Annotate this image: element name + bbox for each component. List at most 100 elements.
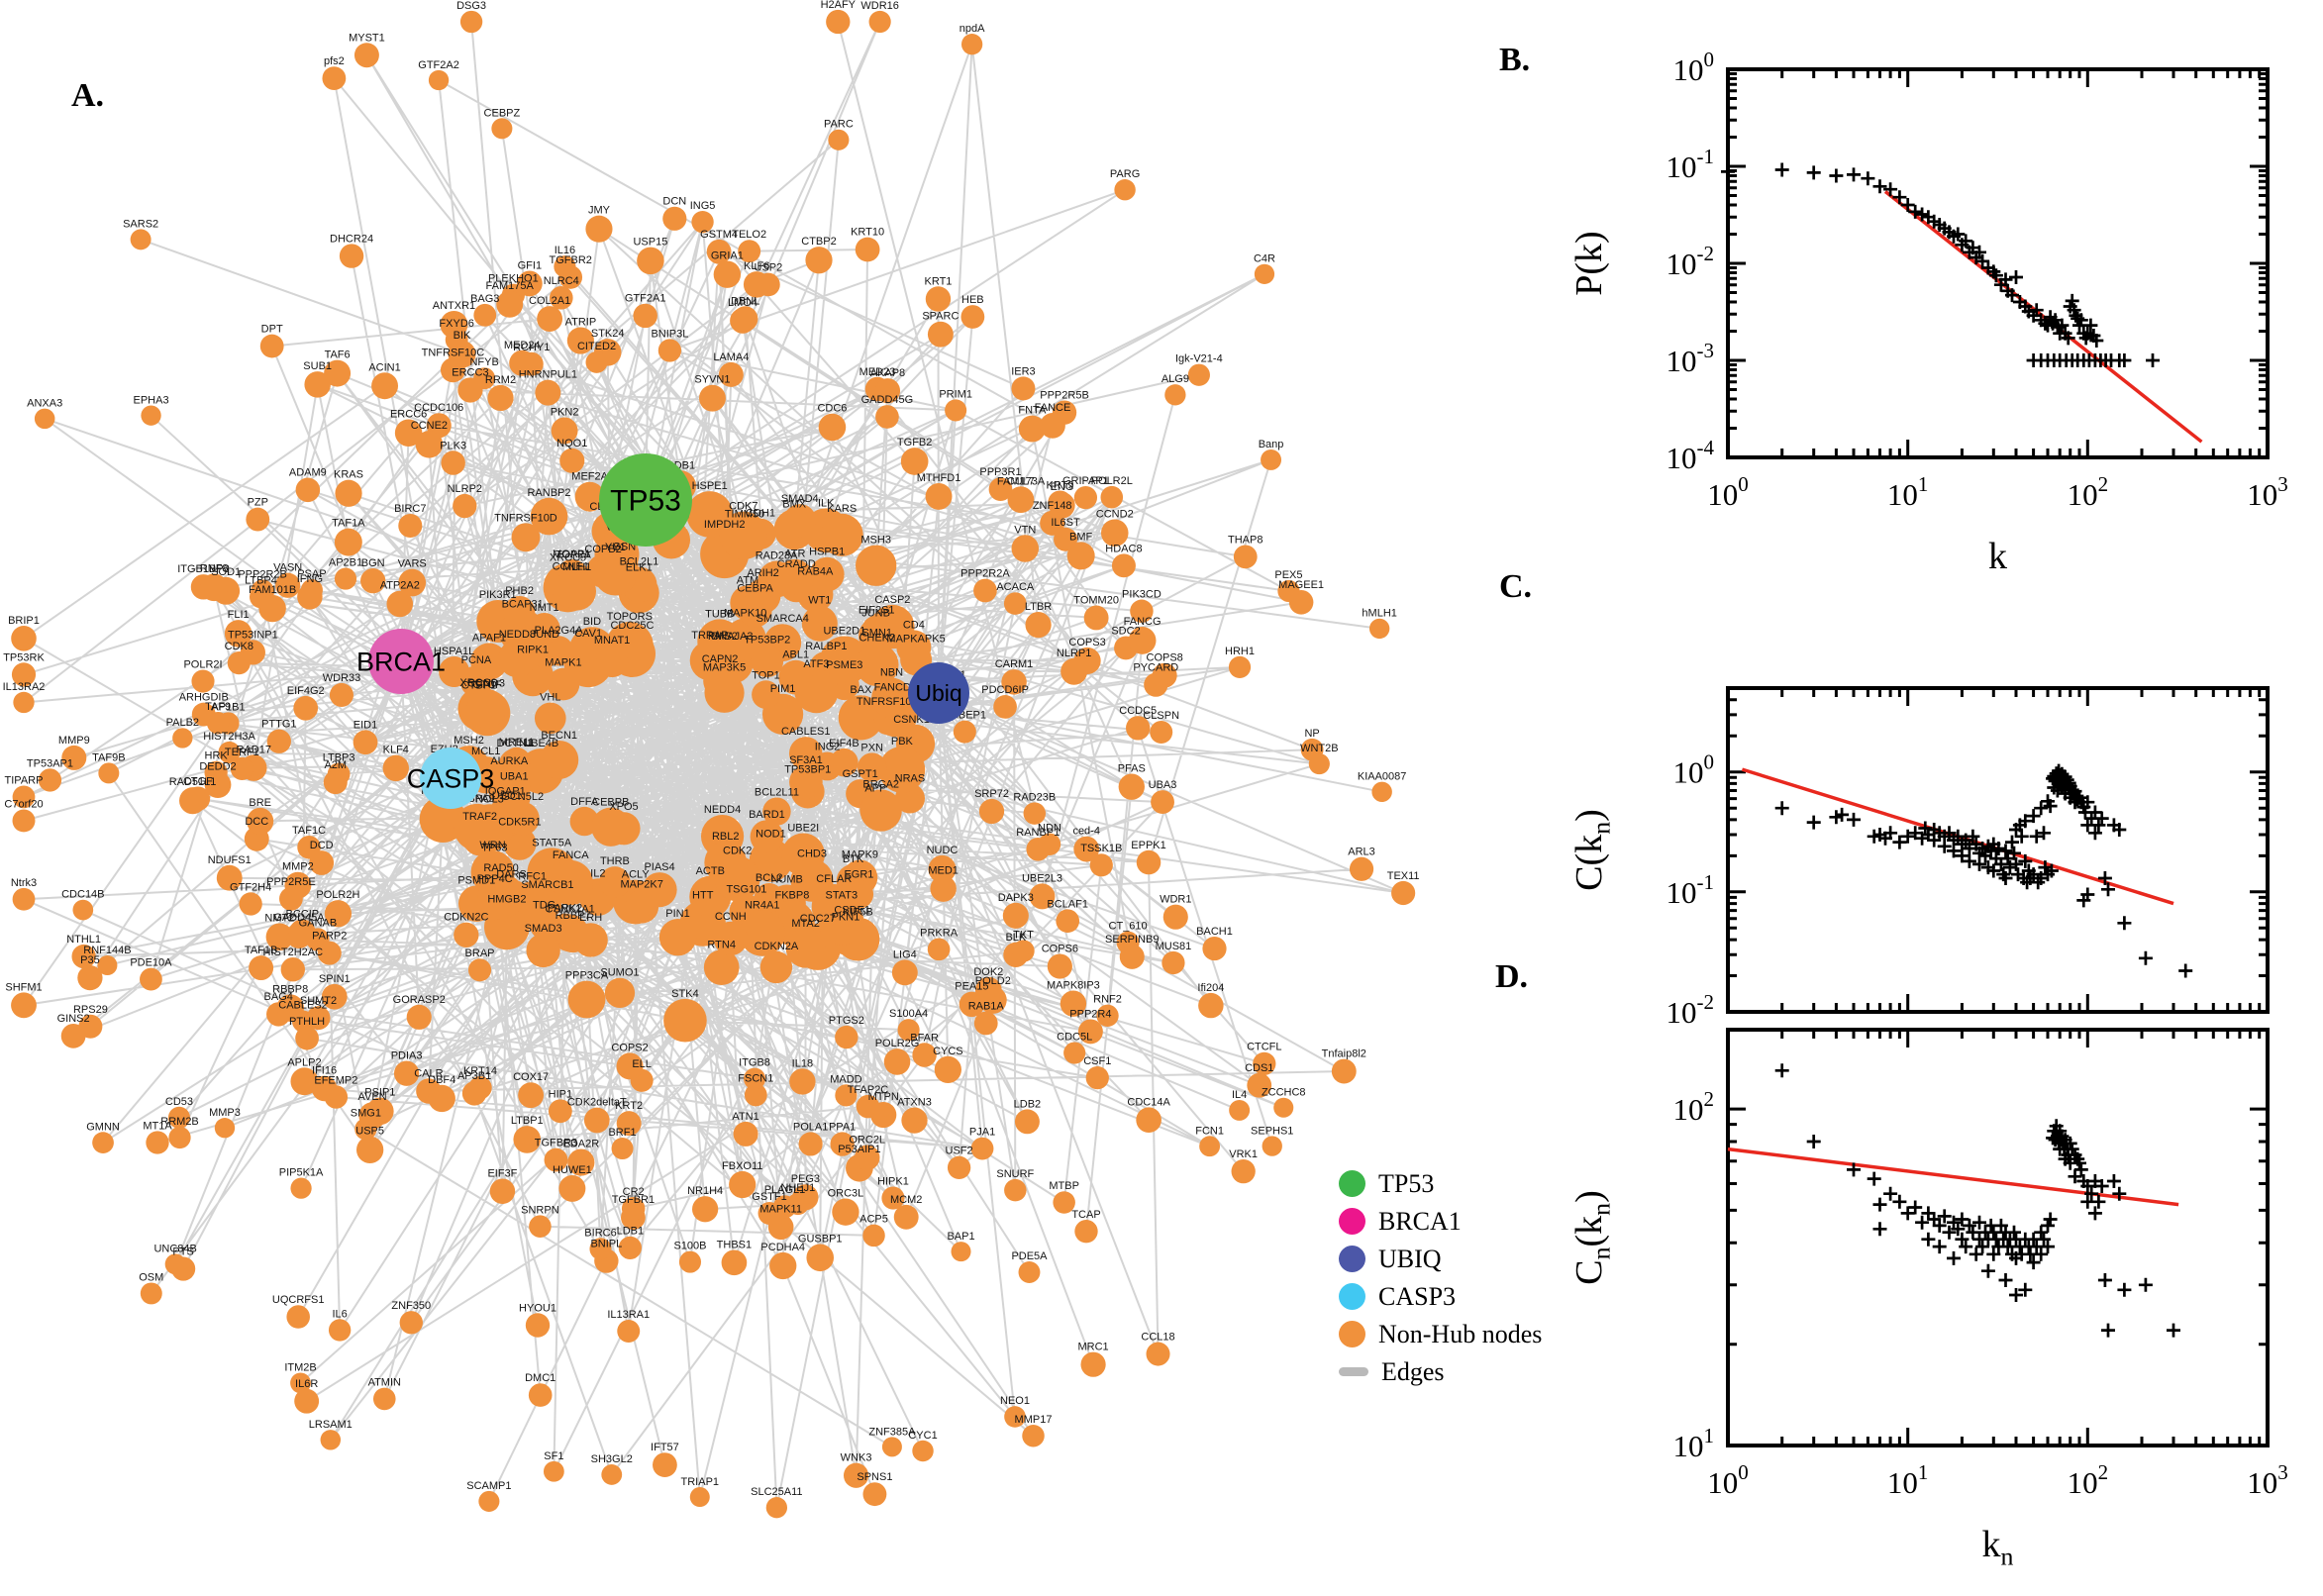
network-node-label: BCLAF1 <box>1047 898 1088 910</box>
network-node-label: FXYD6 <box>439 318 473 330</box>
network-node <box>558 1174 586 1202</box>
network-node-label: STAT3 <box>826 889 858 901</box>
network-node-label: CAV1 <box>574 628 602 640</box>
network-node <box>353 730 378 755</box>
network-node <box>767 884 806 923</box>
network-node <box>295 1026 319 1050</box>
network-node <box>512 654 554 697</box>
network-node <box>707 641 739 672</box>
network-node <box>925 286 952 312</box>
network-node <box>697 619 743 664</box>
legend-item-label: Edges <box>1381 1356 1445 1386</box>
network-node-label: BTK <box>843 853 864 865</box>
network-node-label: NLRC4 <box>544 275 579 287</box>
network-node <box>1150 720 1173 744</box>
network-node-label: GRIA1 <box>711 249 744 261</box>
network-node <box>200 573 229 602</box>
network-node-label: FAM173A <box>997 475 1046 487</box>
network-node-label: PSMD1 <box>457 874 495 886</box>
network-node <box>1116 931 1140 954</box>
network-node-label: DMC1 <box>525 1372 556 1384</box>
network-node-label: TGFB2 <box>897 437 932 449</box>
network-node-label: MLH1 <box>562 561 591 573</box>
network-node-label: PCDHA4 <box>760 1242 805 1253</box>
network-node-label: TIPARP <box>5 775 44 787</box>
network-node-label: RABEP1 <box>944 710 986 722</box>
network-node <box>679 900 726 947</box>
network-node-label: BECN1 <box>541 730 577 742</box>
network-node-label: BCL2L11 <box>755 786 799 798</box>
network-node-label: NDUFS1 <box>208 854 252 866</box>
network-node-label: GINS2 <box>57 1013 90 1025</box>
network-node <box>12 785 36 809</box>
network-node <box>534 702 566 735</box>
network-node <box>830 1132 855 1156</box>
network-node-label: RAD23B <box>1013 791 1056 803</box>
network-node-label: PPP2R2A <box>960 568 1010 580</box>
network-node-label: CASP2 <box>874 594 910 606</box>
network-node-label: PKN2 <box>551 407 579 419</box>
network-node <box>813 751 843 781</box>
network-node-label: VARS <box>398 558 427 570</box>
network-node-label: DAPK3 <box>998 892 1034 904</box>
network-node-label: BMX <box>782 498 807 510</box>
panel-d-label: D. <box>1495 958 1529 995</box>
network-node <box>306 928 330 951</box>
network-node-label: NUMB <box>770 874 802 886</box>
network-node <box>703 664 737 698</box>
network-node-label: CARM1 <box>995 658 1034 670</box>
network-node <box>891 959 918 986</box>
network-node <box>487 766 531 810</box>
network-node-label: PTGS2 <box>829 1015 864 1027</box>
network-node-label: WT1 <box>808 595 831 607</box>
network-node <box>1391 880 1416 906</box>
network-node <box>265 923 294 951</box>
network-node-label: MED1 <box>928 864 959 876</box>
network-node <box>689 875 732 918</box>
network-node <box>805 247 833 274</box>
network-node-label: USP15 <box>633 237 667 249</box>
network-node-label: KRT14 <box>463 1065 497 1077</box>
network-node-label: Banp <box>1259 439 1284 450</box>
network-node <box>862 1482 887 1507</box>
network-node <box>1083 605 1109 631</box>
network-node <box>453 493 477 519</box>
network-node-label: PIK3CD <box>1122 589 1162 601</box>
network-node <box>973 1011 998 1036</box>
network-node <box>230 756 253 780</box>
network-node <box>324 1085 349 1109</box>
network-node-label: PDIA3 <box>391 1050 423 1062</box>
network-node <box>881 1437 902 1457</box>
network-node-label: MAPKAPK5 <box>886 633 945 645</box>
x-tick-label: 101 <box>1887 1460 1929 1500</box>
network-node-label: S100B <box>673 1241 706 1252</box>
network-node <box>875 405 899 429</box>
network-node <box>1026 837 1051 861</box>
network-node <box>300 578 323 602</box>
network-node-label: EGR1 <box>844 869 873 881</box>
network-node <box>335 479 362 507</box>
network-node <box>846 1153 873 1182</box>
network-node-label: TCAP <box>1071 1209 1100 1221</box>
hub-node-ubiq <box>908 662 969 724</box>
network-node-label: POLR2H <box>316 889 359 901</box>
network-node <box>258 594 286 623</box>
network-node-label: SMG1 <box>351 1107 381 1119</box>
network-node-label: NEDD8 <box>499 629 536 641</box>
network-node-label: SMARCA4 <box>757 613 809 625</box>
network-node <box>759 950 793 984</box>
network-node-label: TP53RK <box>3 651 45 663</box>
network-node <box>896 630 932 665</box>
network-node <box>1253 1051 1276 1075</box>
network-node <box>617 1320 641 1343</box>
network-node <box>585 350 608 373</box>
network-node-label: KLF6 <box>744 260 769 272</box>
network-node-label: CYC1 <box>908 1430 937 1442</box>
network-node-label: hMLH1 <box>1362 608 1396 620</box>
network-node <box>168 1126 191 1149</box>
network-node-label: PPP2R5B <box>1040 389 1089 401</box>
network-node <box>214 1118 236 1139</box>
network-node-label: DARS <box>496 869 527 881</box>
network-node-label: CRADD <box>777 558 816 570</box>
network-node <box>1049 492 1075 519</box>
